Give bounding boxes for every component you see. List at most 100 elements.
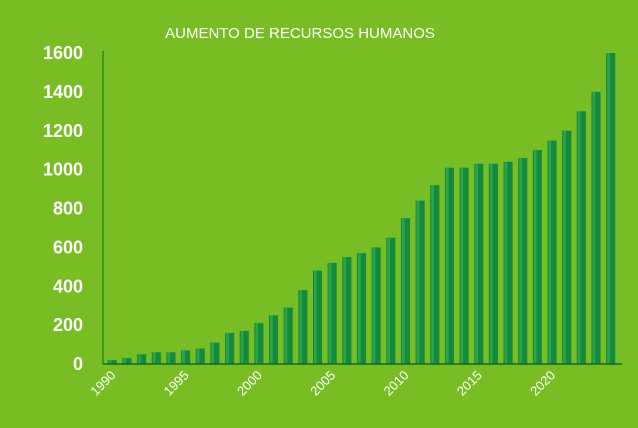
bar-body: [312, 270, 323, 364]
bar-1993: [151, 352, 161, 364]
bar-highlight: [592, 91, 596, 364]
bar-body: [430, 185, 440, 364]
bar-highlight: [533, 150, 537, 364]
bar-body: [269, 315, 279, 364]
bar-highlight: [167, 352, 171, 364]
bar-highlight: [563, 130, 566, 364]
bar-highlight: [548, 140, 552, 364]
bar-body: [606, 53, 616, 364]
bar-2006: [342, 257, 352, 364]
bar-2012: [430, 185, 440, 364]
bar-highlight: [152, 352, 156, 364]
chart-title: AUMENTO DE RECURSOS HUMANOS: [165, 25, 435, 42]
bar-2022: [576, 111, 586, 364]
bar-1998: [225, 332, 235, 364]
bar-highlight: [519, 157, 522, 364]
y-tick-label: 1400: [43, 82, 83, 102]
bar-1994: [166, 352, 176, 364]
bar-highlight: [313, 270, 317, 364]
bar-body: [225, 332, 235, 364]
bar-1991: [122, 358, 132, 364]
bar-2017: [503, 161, 513, 364]
bar-body: [400, 218, 411, 364]
bar-highlight: [284, 307, 288, 364]
bar-body: [474, 163, 484, 364]
bar-body: [254, 323, 264, 364]
bar-2001: [269, 315, 279, 364]
bar-highlight: [182, 350, 185, 364]
bar-highlight: [123, 358, 127, 364]
bar-body: [342, 257, 352, 364]
bar-2004: [312, 270, 323, 364]
bar-highlight: [372, 247, 376, 364]
bar-highlight: [299, 290, 303, 364]
bar-2010: [400, 218, 411, 364]
bar-highlight: [577, 111, 581, 364]
bar-highlight: [226, 332, 229, 364]
bar-2011: [415, 200, 425, 364]
bar-body: [298, 290, 308, 364]
bar-2005: [327, 262, 337, 364]
bar-body: [327, 262, 337, 364]
bar-2009: [386, 237, 396, 364]
y-tick-label: 1200: [43, 121, 83, 141]
y-tick-label: 600: [53, 237, 83, 257]
bar-2003: [298, 290, 308, 364]
bar-highlight: [357, 253, 361, 364]
bar-2016: [488, 163, 498, 364]
bar-highlight: [270, 315, 273, 364]
bar-1995: [181, 350, 191, 364]
bar-highlight: [108, 360, 112, 364]
bar-body: [488, 163, 498, 364]
bar-highlight: [240, 330, 244, 364]
bar-1992: [137, 354, 147, 364]
bar-highlight: [343, 257, 347, 364]
bar-body: [576, 111, 586, 364]
bar-body: [386, 237, 396, 364]
bar-2024: [606, 53, 616, 364]
bar-body: [137, 354, 147, 364]
bar-body: [356, 253, 367, 364]
bar-2014: [459, 167, 469, 364]
y-tick-label: 1000: [43, 160, 83, 180]
bar-body: [166, 352, 176, 364]
x-tick-label: 2000: [234, 368, 265, 399]
y-tick-label: 0: [73, 354, 83, 374]
bar-body: [562, 130, 572, 364]
bars: [107, 53, 616, 364]
bar-1990: [107, 360, 117, 364]
bar-body: [151, 352, 161, 364]
bar-highlight: [431, 185, 434, 364]
bar-highlight: [328, 262, 332, 364]
bar-body: [503, 161, 513, 364]
bar-body: [459, 167, 469, 364]
bar-2023: [591, 91, 601, 364]
bar-highlight: [460, 167, 464, 364]
bar-body: [195, 348, 205, 364]
x-tick-label: 2020: [527, 368, 558, 399]
y-tick-label: 400: [53, 276, 83, 296]
bar-body: [107, 360, 117, 364]
bar-body: [239, 330, 249, 364]
bar-body: [415, 200, 425, 364]
bar-2018: [518, 157, 528, 364]
bar-body: [518, 157, 528, 364]
bar-highlight: [504, 161, 508, 364]
x-tick-label: 1990: [87, 368, 118, 399]
bar-highlight: [255, 323, 259, 364]
x-tick-label: 2010: [381, 368, 412, 399]
x-tick-label: 1995: [161, 368, 192, 399]
bar-body: [444, 167, 454, 364]
bar-highlight: [607, 53, 610, 364]
bar-1997: [210, 342, 220, 364]
bar-2000: [254, 323, 264, 364]
bar-body: [547, 140, 557, 364]
bar-highlight: [489, 163, 493, 364]
bar-2020: [547, 140, 557, 364]
bar-2015: [474, 163, 484, 364]
bar-2007: [356, 253, 367, 364]
bar-body: [591, 91, 601, 364]
bar-2002: [283, 307, 293, 364]
bar-body: [532, 150, 542, 364]
